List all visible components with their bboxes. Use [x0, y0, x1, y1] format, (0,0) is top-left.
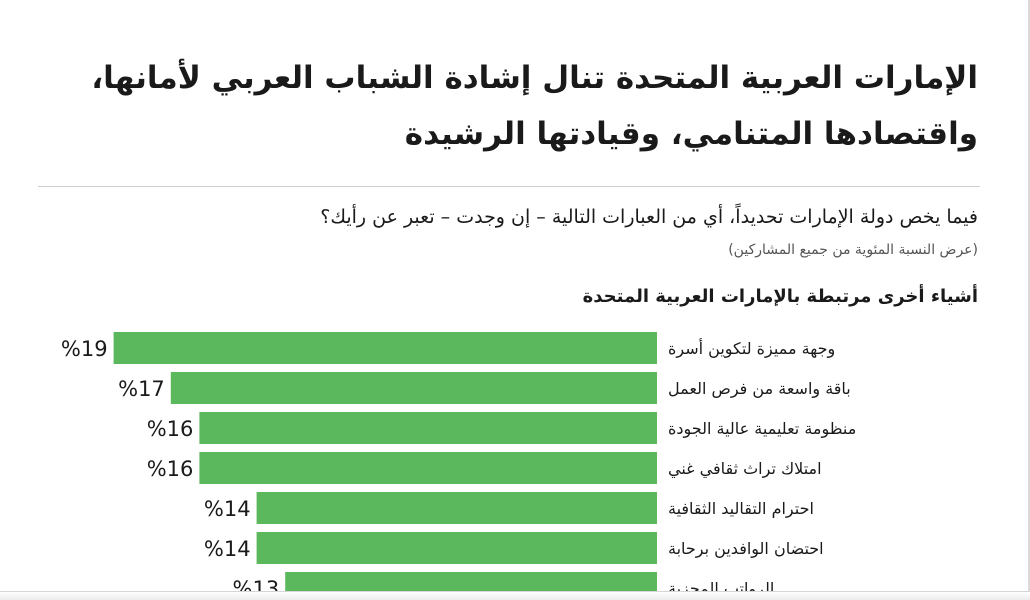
title-line-1: الإمارات العربية المتحدة تنال إشادة الشب…: [91, 60, 978, 96]
category-label-4: امتلاك تراث ثقافي غني: [668, 459, 822, 479]
value-label-5: %14: [204, 497, 251, 521]
category-label-6: احتضان الوافدين برحابة: [668, 539, 824, 559]
value-label-4: %16: [147, 457, 194, 481]
survey-question: فيما يخص دولة الإمارات تحديداً، أي من ال…: [320, 206, 978, 228]
category-label-1: وجهة مميزة لتكوين أسرة: [668, 338, 835, 359]
survey-note: (عرض النسبة المئوية من جميع المشاركين): [728, 242, 978, 258]
bar-3: [199, 412, 657, 444]
category-label-5: احترام التقاليد الثقافية: [668, 499, 814, 519]
page-edge-right: [1028, 0, 1030, 600]
page-edge-bottom: [0, 591, 1030, 600]
value-label-6: %14: [204, 537, 251, 561]
value-label-2: %17: [118, 377, 165, 401]
title-line-2: واقتصادها المتنامي، وقيادتها الرشيدة: [404, 116, 978, 152]
page-title: الإمارات العربية المتحدة تنال إشادة الشب…: [28, 50, 978, 162]
category-label-3: منظومة تعليمية عالية الجودة: [668, 419, 856, 439]
bar-1: [113, 332, 658, 364]
value-label-1: %19: [61, 337, 108, 361]
bar-6: [256, 532, 657, 564]
value-label-3: %16: [147, 417, 194, 441]
bar-2: [170, 372, 658, 404]
divider: [38, 186, 980, 187]
chart-title: أشياء أخرى مرتبطة بالإمارات العربية المت…: [582, 286, 978, 307]
category-label-2: باقة واسعة من فرص العمل: [668, 379, 851, 399]
bar-5: [256, 492, 657, 524]
bar-4: [199, 452, 657, 484]
